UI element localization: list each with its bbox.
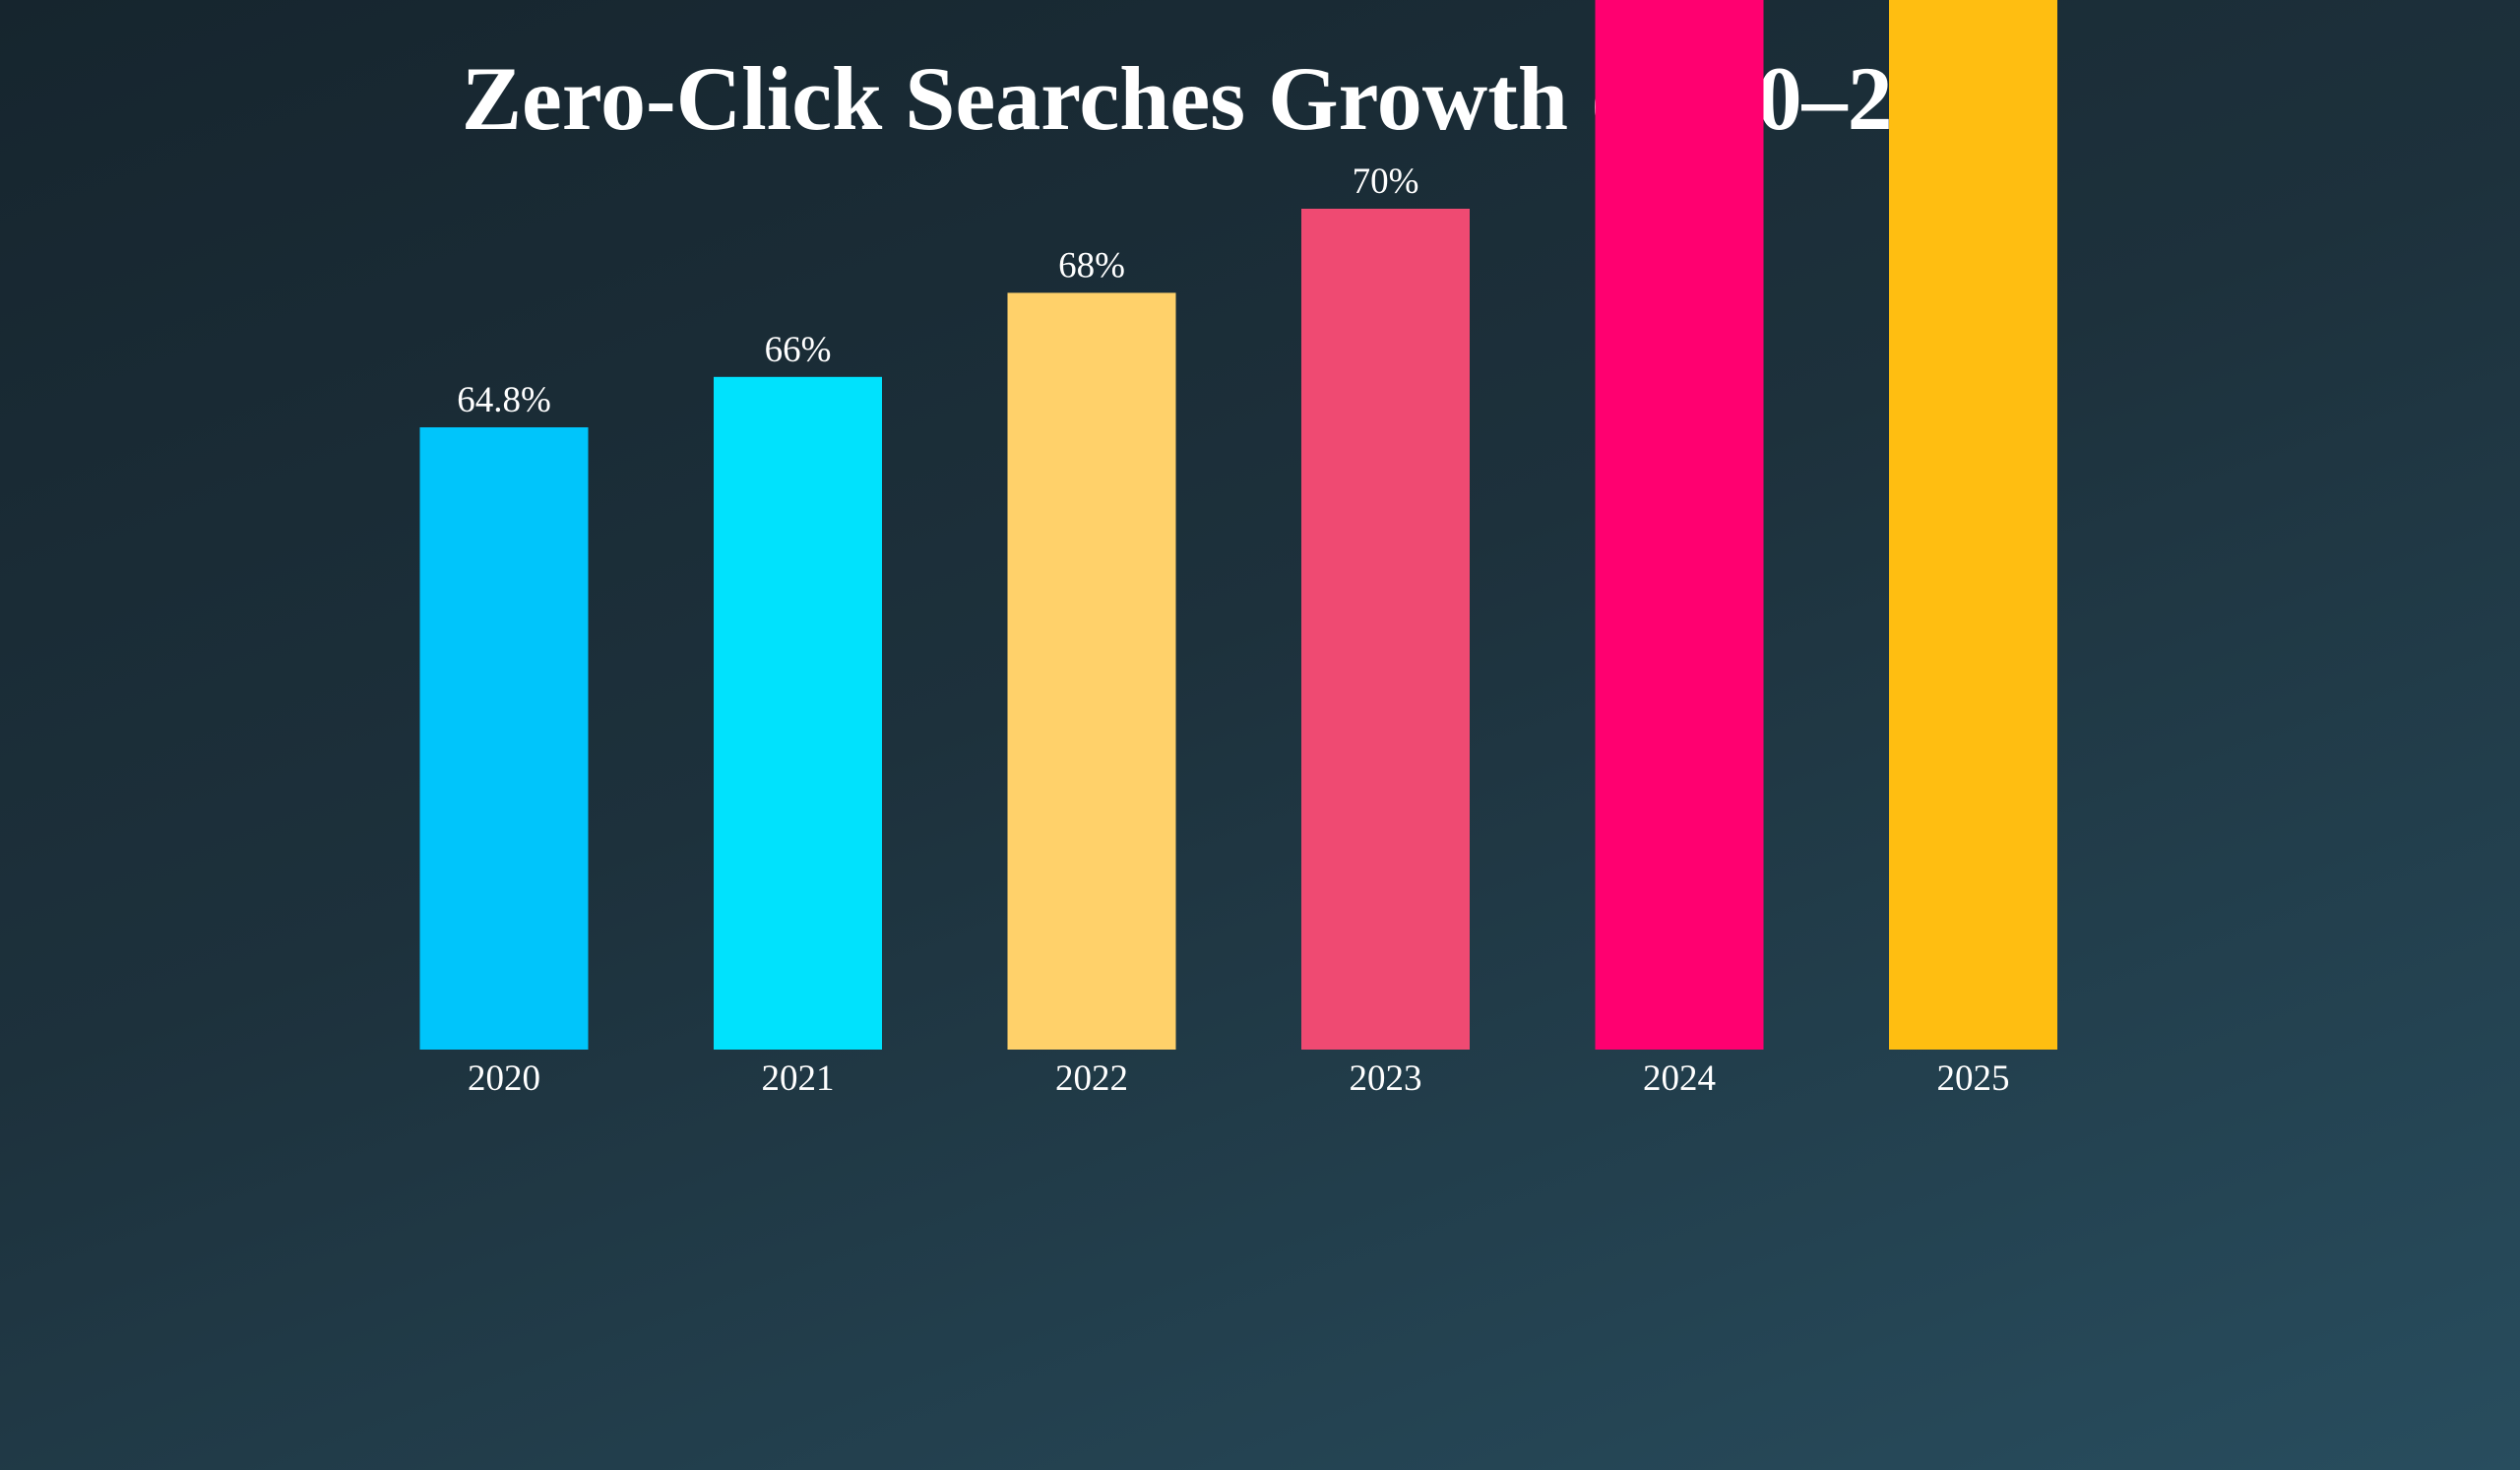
x-tick-label-2020: 2020 bbox=[468, 1058, 540, 1099]
bar-2025 bbox=[1889, 0, 2057, 1051]
value-label-2021: 66% bbox=[765, 330, 832, 370]
x-tick-label-2022: 2022 bbox=[1055, 1058, 1128, 1099]
value-label-2022: 68% bbox=[1058, 245, 1125, 286]
bars-layer bbox=[419, 0, 2057, 1051]
x-tick-label-2025: 2025 bbox=[1937, 1058, 2010, 1099]
x-tick-label-2023: 2023 bbox=[1350, 1058, 1422, 1099]
labels-layer: 64.8%202066%202168%202270%202375%202480–… bbox=[457, 161, 2010, 1099]
bar-2023 bbox=[1301, 209, 1470, 1050]
bar-2020 bbox=[419, 427, 589, 1050]
chart-title: Zero-Click Searches Growth (2020–2025) bbox=[461, 48, 2059, 149]
value-label-2023: 70% bbox=[1353, 161, 1419, 202]
value-label-2020: 64.8% bbox=[457, 380, 551, 420]
bar-2022 bbox=[1007, 292, 1176, 1050]
x-tick-label-2021: 2021 bbox=[762, 1058, 835, 1099]
bar-2024 bbox=[1595, 0, 1764, 1050]
bar-2021 bbox=[714, 376, 882, 1050]
x-tick-label-2024: 2024 bbox=[1643, 1058, 1716, 1099]
